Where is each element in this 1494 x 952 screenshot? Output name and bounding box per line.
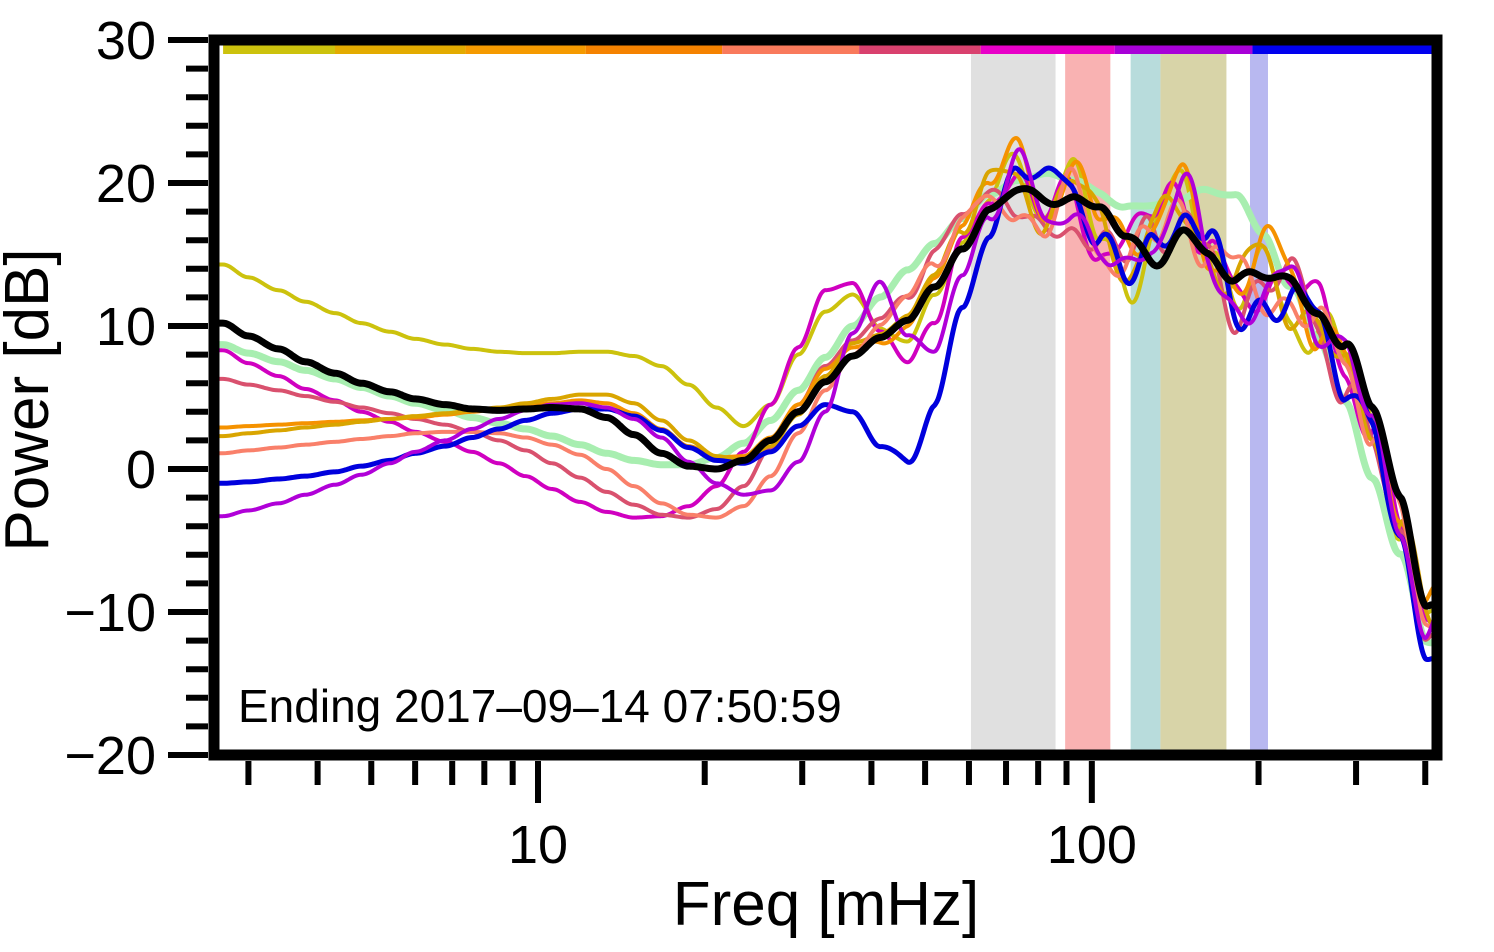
y-tick-label: −10 <box>64 583 156 643</box>
band-khaki <box>1160 54 1227 755</box>
y-tick-label: 10 <box>96 297 156 357</box>
series-line-ch-lightgreen <box>214 169 1437 647</box>
series-curves-layer <box>214 135 1437 663</box>
y-tick-label: −20 <box>64 726 156 786</box>
series-line-ch-salmon <box>214 166 1437 636</box>
x-tick-label: 10 <box>508 815 568 875</box>
y-axis-title: Power [dB] <box>0 248 62 551</box>
y-tick-label: 30 <box>96 11 156 71</box>
ending-timestamp-annotation: Ending 2017–09–14 07:50:59 <box>238 680 842 732</box>
x-axis-title: Freq [mHz] <box>673 870 980 939</box>
axes-frame <box>208 34 1443 761</box>
x-tick-label: 100 <box>1047 815 1137 875</box>
band-periwinkle <box>1249 54 1268 755</box>
series-line-ch-purple <box>214 147 1437 641</box>
band-cyan <box>1130 54 1161 755</box>
axis-ticks-layer <box>168 37 1429 803</box>
plot-frame <box>208 34 1443 761</box>
y-tick-label: 20 <box>96 154 156 214</box>
y-tick-label: 0 <box>126 440 156 500</box>
series-line-mean <box>214 185 1437 610</box>
